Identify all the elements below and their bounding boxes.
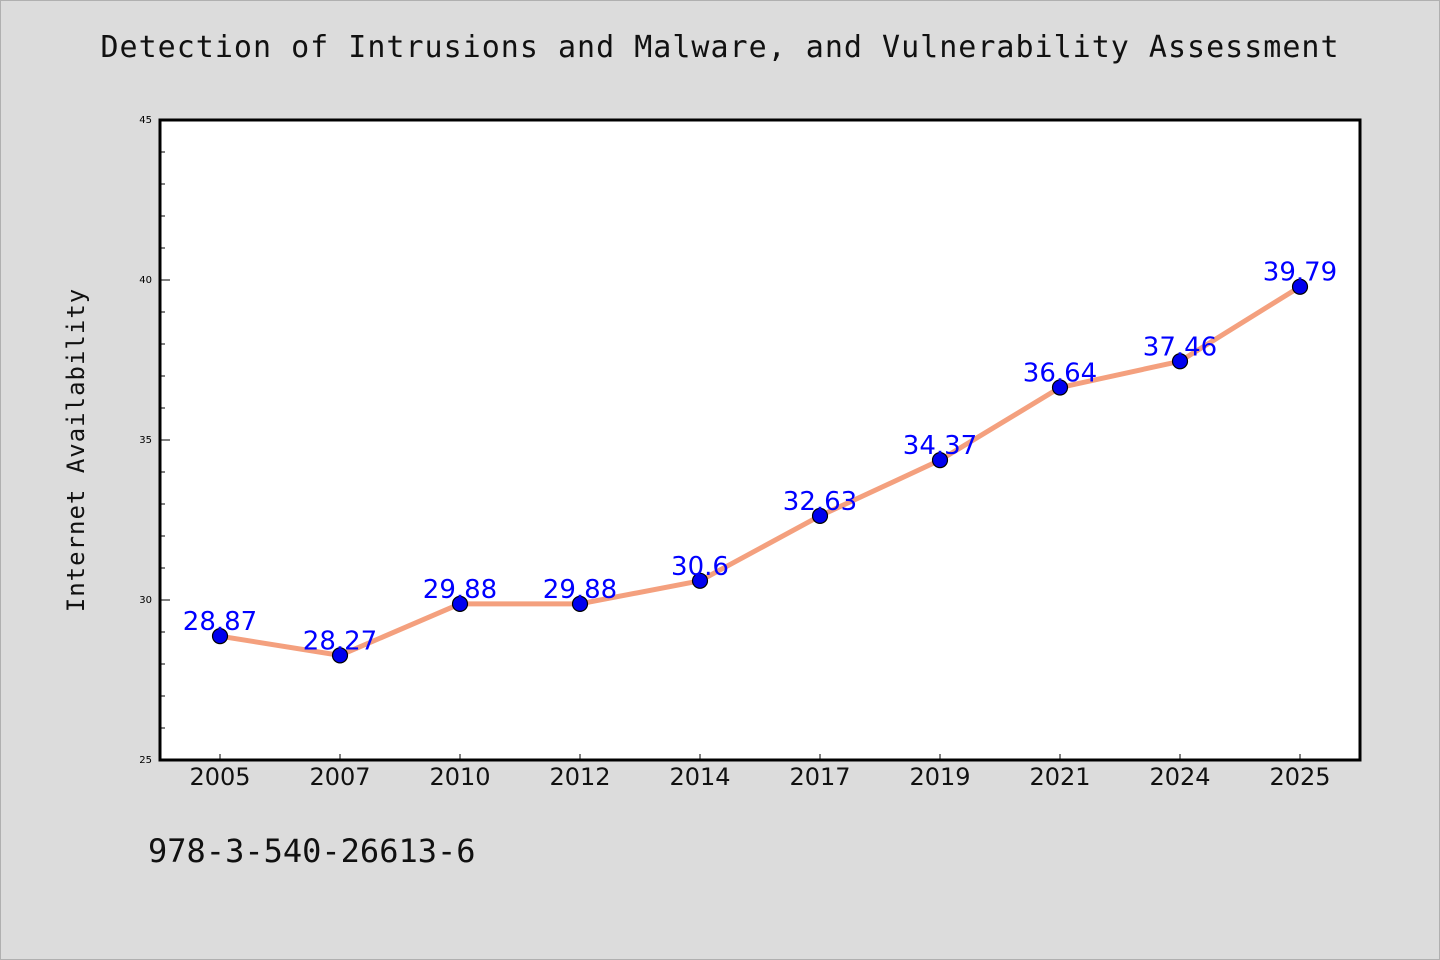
data-point	[811, 507, 829, 524]
data-label: 36.64	[1023, 359, 1097, 389]
data-label: 30.6	[671, 552, 729, 582]
data-point	[451, 595, 469, 612]
chart-title: Detection of Intrusions and Malware, and…	[100, 30, 1340, 65]
x-tick-label: 2014	[669, 763, 730, 791]
data-label: 34.37	[903, 431, 977, 461]
x-tick-label: 2017	[789, 763, 850, 791]
y-tick-label: 40	[139, 275, 152, 286]
y-tick-label: 30	[139, 595, 152, 606]
data-label: 29.88	[543, 575, 617, 605]
plot-area	[158, 118, 1362, 762]
data-point	[571, 595, 589, 612]
x-tick-label: 2010	[429, 763, 490, 791]
data-label: 28.87	[183, 607, 257, 637]
x-tick-label: 2024	[1149, 763, 1210, 791]
data-label: 32.63	[783, 487, 857, 517]
data-point	[931, 452, 949, 469]
y-axis-label: Internet Availability	[62, 288, 90, 612]
y-tick-label: 25	[139, 755, 152, 766]
data-label: 28.27	[303, 626, 377, 656]
x-tick-label: 2005	[189, 763, 250, 791]
y-tick-label: 45	[139, 115, 152, 126]
data-point	[1291, 278, 1309, 295]
data-point	[1171, 353, 1189, 370]
x-tick-label: 2025	[1269, 763, 1330, 791]
x-tick-label: 2007	[309, 763, 370, 791]
data-point	[1051, 379, 1069, 396]
x-tick-label: 2012	[549, 763, 610, 791]
data-label: 37.46	[1143, 332, 1217, 362]
data-point	[691, 572, 709, 589]
y-tick-label: 35	[139, 435, 152, 446]
data-label: 39.79	[1263, 258, 1337, 288]
data-label: 29.88	[423, 575, 497, 605]
x-tick-label: 2021	[1029, 763, 1090, 791]
data-point	[211, 628, 229, 645]
data-point	[331, 647, 349, 664]
series-line	[217, 284, 1303, 658]
x-tick-label: 2019	[909, 763, 970, 791]
isbn-text: 978-3-540-26613-6	[148, 832, 476, 870]
